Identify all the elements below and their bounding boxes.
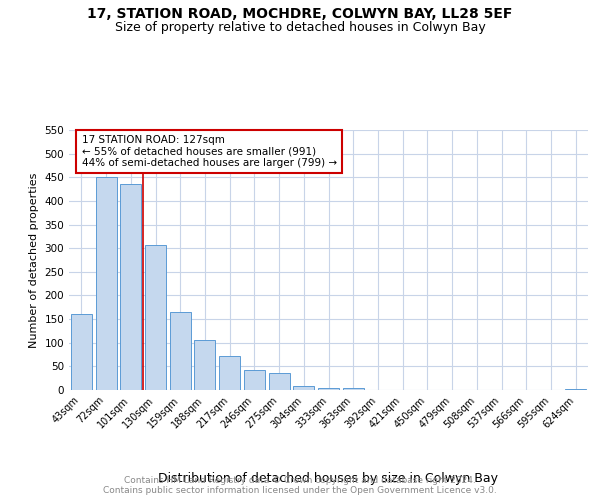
Bar (343, 388, 364, 390)
Bar (565, 388, 586, 390)
Bar (194, 340, 215, 390)
X-axis label: Distribution of detached houses by size in Colwyn Bay: Distribution of detached houses by size … (158, 472, 499, 484)
Bar (318, 388, 339, 390)
Text: 17 STATION ROAD: 127sqm
← 55% of detached houses are smaller (991)
44% of semi-d: 17 STATION ROAD: 127sqm ← 55% of detache… (82, 134, 337, 168)
Text: Contains HM Land Registry data © Crown copyright and database right 2024.
Contai: Contains HM Land Registry data © Crown c… (103, 476, 497, 495)
Text: 17, STATION ROAD, MOCHDRE, COLWYN BAY, LL28 5EF: 17, STATION ROAD, MOCHDRE, COLWYN BAY, L… (88, 8, 512, 22)
Bar (293, 386, 314, 390)
Bar (95, 178, 116, 390)
Bar (71, 314, 92, 390)
Bar (219, 356, 240, 390)
Bar (145, 245, 166, 390)
Y-axis label: Number of detached properties: Number of detached properties (29, 172, 39, 348)
Bar (170, 312, 191, 390)
Bar (120, 184, 141, 390)
Bar (269, 374, 290, 390)
Text: Size of property relative to detached houses in Colwyn Bay: Size of property relative to detached ho… (115, 21, 485, 34)
Bar (244, 370, 265, 390)
